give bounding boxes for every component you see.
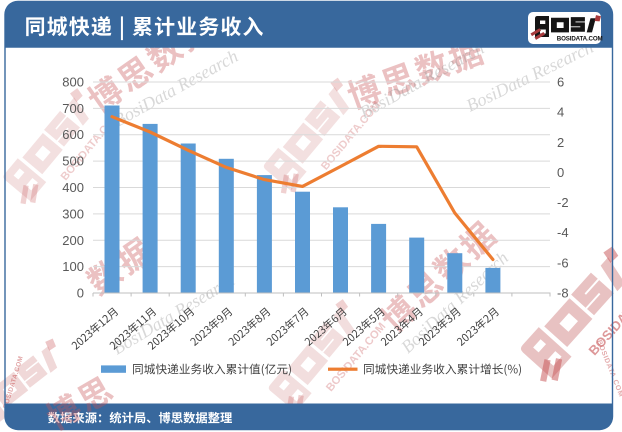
svg-text:0: 0 [77, 286, 84, 301]
svg-text:-4: -4 [557, 225, 569, 240]
svg-text:-6: -6 [557, 255, 569, 270]
svg-text:700: 700 [62, 101, 84, 116]
svg-text:4: 4 [557, 105, 564, 120]
svg-text:600: 600 [62, 127, 84, 142]
svg-text:2: 2 [557, 135, 564, 150]
svg-text:100: 100 [62, 259, 84, 274]
svg-text:-2: -2 [557, 195, 569, 210]
svg-text:500: 500 [62, 154, 84, 169]
svg-text:200: 200 [62, 233, 84, 248]
svg-text:0: 0 [557, 165, 564, 180]
svg-text:400: 400 [62, 180, 84, 195]
svg-text:6: 6 [557, 75, 564, 90]
svg-text:BOSIDATA.COM: BOSIDATA.COM [557, 35, 603, 42]
svg-text:300: 300 [62, 206, 84, 221]
svg-text:-8: -8 [557, 286, 569, 301]
svg-text:800: 800 [62, 75, 84, 90]
